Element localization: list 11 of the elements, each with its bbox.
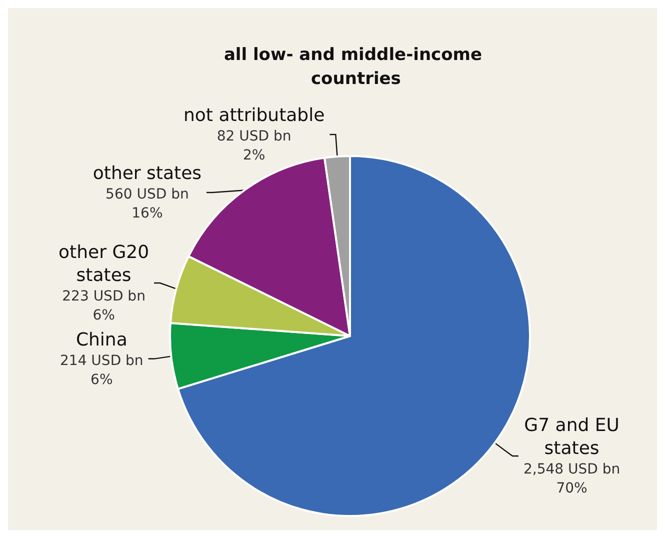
slice-label: other G20 states	[58, 242, 150, 286]
data-label: 2,548 USD bn 70%	[523, 462, 620, 497]
slice-label: G7 and EU states	[524, 415, 620, 460]
data-label: 82 USD bn 2%	[216, 128, 292, 164]
chart-title: all low- and middle-income countries	[224, 45, 482, 89]
slice-label: not attributable	[183, 105, 325, 126]
slice-label: China	[76, 329, 128, 350]
data-label: 223 USD bn 6%	[62, 288, 146, 324]
data-label: 560 USD bn 16%	[106, 186, 189, 222]
slice-label: other states	[92, 163, 202, 184]
data-label: 214 USD bn 6%	[60, 352, 144, 388]
